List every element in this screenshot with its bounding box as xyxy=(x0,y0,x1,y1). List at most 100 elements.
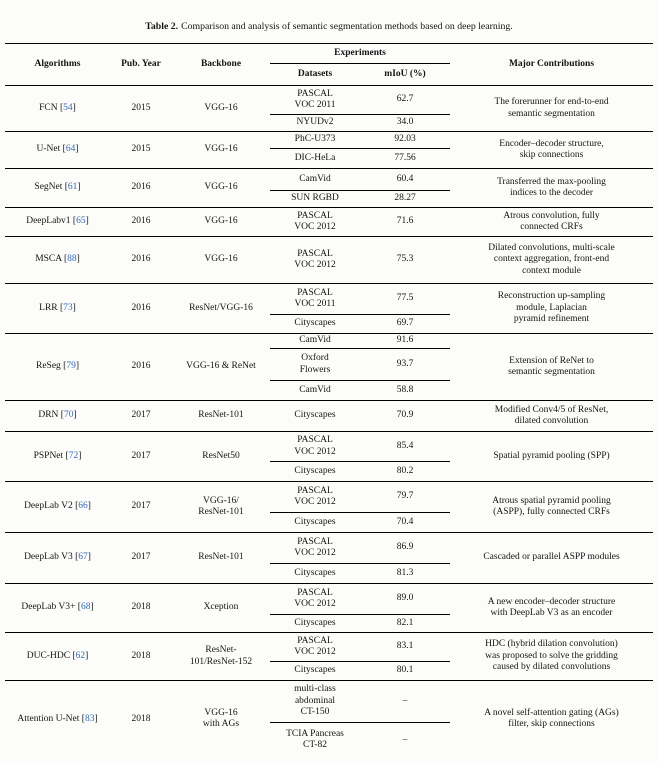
algorithm-name: DeepLab V2 xyxy=(24,501,73,512)
dataset-cell: CamVid xyxy=(270,380,360,401)
table-row: Cityscapes 82.1 xyxy=(5,614,653,633)
dataset-cell: Cityscapes xyxy=(270,314,360,334)
algorithm-cell: ReSeg [79] xyxy=(5,333,110,401)
backbone-cell: Xception xyxy=(172,583,270,633)
miou-cell: 34.0 xyxy=(360,114,450,132)
dataset-cell: Cityscapes xyxy=(270,512,360,533)
citation-ref[interactable]: 67 xyxy=(78,552,88,563)
pub-year-cell: 2016 xyxy=(110,236,172,284)
table-header: Algorithms Pub. Year Backbone Experiment… xyxy=(5,43,653,86)
contribution-cell: Spatial pyramid pooling (SPP) xyxy=(450,431,653,482)
algorithm-name: PSPNet xyxy=(33,450,64,461)
algorithm-name: DeepLab V3+ xyxy=(21,602,76,613)
miou-cell: 83.1 xyxy=(360,632,450,662)
algorithm-cell: SegNet [61] xyxy=(5,168,110,208)
col-header-algorithms: Algorithms xyxy=(5,43,110,86)
miou-cell: 75.3 xyxy=(360,236,450,284)
dataset-cell: multi-class abdominal CT-150 xyxy=(270,680,360,723)
table-row: DIC-HeLa 77.56 xyxy=(5,148,653,169)
algorithm-cell: MSCA [88] xyxy=(5,236,110,284)
miou-cell: 28.27 xyxy=(360,190,450,208)
dataset-cell: TCIA Pancreas CT-82 xyxy=(270,722,360,758)
table-row: DUC-HDC [62] 2018 ResNet- 101/ResNet-152 PA… xyxy=(5,632,653,681)
citation-ref[interactable]: 83 xyxy=(84,713,95,724)
pub-year-cell: 2017 xyxy=(110,481,172,533)
col-header-major-contributions: Major Contributions xyxy=(450,43,653,86)
dataset-cell: Cityscapes xyxy=(270,614,360,633)
backbone-cell: ResNet-101 xyxy=(172,532,270,584)
algorithm-name: LRR xyxy=(39,302,58,313)
table-row: DeepLab V2 [66] 2017 VGG-16/ ResNet-101 PAS… xyxy=(5,481,653,533)
table-row: DeepLab V3+ [68] 2018 Xception PASCAL VOC 2… xyxy=(5,583,653,633)
table-row: MSCA [88] 2016 VGG-16 PASCAL VOC 2012 75.3 Di… xyxy=(5,236,653,284)
miou-cell: 81.3 xyxy=(360,563,450,584)
contribution-cell: Extension of ReNet to semantic segmentat… xyxy=(450,333,653,401)
dataset-cell: Cityscapes xyxy=(270,563,360,584)
contribution-cell: A novel self-attention gating (AGs) filt… xyxy=(450,680,653,758)
miou-cell: 77.56 xyxy=(360,148,450,169)
algorithm-name: ReSeg xyxy=(35,361,61,372)
algorithm-name: U-Net xyxy=(36,144,61,155)
backbone-cell: ResNet-101 xyxy=(172,400,270,432)
pub-year-cell: 2016 xyxy=(110,168,172,208)
citation-ref[interactable]: 73 xyxy=(63,302,73,313)
miou-cell: 60.4 xyxy=(360,168,450,191)
contribution-cell: Dilated convolutions, multi-scale contex… xyxy=(450,236,653,284)
table-row: Cityscapes 80.2 xyxy=(5,461,653,482)
citation-ref[interactable]: 66 xyxy=(78,501,88,512)
dataset-cell: SUN RGBD xyxy=(270,190,360,208)
citation-ref[interactable]: 72 xyxy=(68,450,79,461)
contribution-cell: A new encoder–decoder structure with Dee… xyxy=(450,583,653,633)
citation-ref[interactable]: 65 xyxy=(76,216,86,227)
comparison-table: Algorithms Pub. Year Backbone Experiment… xyxy=(5,43,653,758)
citation-ref[interactable]: 54 xyxy=(63,102,73,113)
backbone-cell: VGG-16 with AGs xyxy=(172,680,270,758)
dataset-cell: PASCAL VOC 2012 xyxy=(270,632,360,662)
dataset-cell: PASCAL VOC 2012 xyxy=(270,532,360,564)
miou-cell: – xyxy=(360,722,450,758)
caption-label: Table 2. xyxy=(145,21,179,32)
contribution-cell: Atrous spatial pyramid pooling (ASPP), f… xyxy=(450,481,653,533)
algorithm-name: MSCA xyxy=(35,254,62,265)
citation-ref[interactable]: 70 xyxy=(63,410,74,421)
dataset-cell: PASCAL VOC 2012 xyxy=(270,481,360,513)
dataset-cell: PASCAL VOC 2012 xyxy=(270,583,360,615)
table-row: PSPNet [72] 2017 ResNet50 PASCAL VOC 2012 85… xyxy=(5,431,653,482)
miou-cell: 80.1 xyxy=(360,661,450,681)
pub-year-cell: 2016 xyxy=(110,283,172,334)
algorithm-name: DRN xyxy=(38,410,59,421)
miou-cell: – xyxy=(360,680,450,723)
algorithm-cell: DUC-HDC [62] xyxy=(5,632,110,681)
citation-ref[interactable]: 68 xyxy=(80,602,91,613)
dataset-cell: CamVid xyxy=(270,168,360,191)
citation-ref[interactable]: 62 xyxy=(75,650,86,661)
algorithm-cell: U-Net [64] xyxy=(5,131,110,169)
miou-cell: 93.7 xyxy=(360,348,450,381)
pub-year-cell: 2018 xyxy=(110,632,172,681)
dataset-cell: PASCAL VOC 2012 xyxy=(270,236,360,284)
col-header-pub-year: Pub. Year xyxy=(110,43,172,86)
table-row: ReSeg [79] 2016 VGG-16 & ReNet CamVid 91.6 Ex… xyxy=(5,333,653,401)
backbone-cell: VGG-16 xyxy=(172,236,270,284)
citation-ref[interactable]: 64 xyxy=(65,144,76,155)
miou-cell: 82.1 xyxy=(360,614,450,633)
pub-year-cell: 2017 xyxy=(110,400,172,432)
citation-ref[interactable]: 88 xyxy=(67,254,77,265)
pub-year-cell: 2015 xyxy=(110,85,172,132)
dataset-cell: PASCAL VOC 2012 xyxy=(270,207,360,237)
citation-ref[interactable]: 61 xyxy=(67,182,78,193)
backbone-cell: VGG-16 & ReNet xyxy=(172,333,270,401)
pub-year-cell: 2015 xyxy=(110,131,172,169)
contribution-cell: Encoder–decoder structure, skip connecti… xyxy=(450,131,653,169)
miou-cell: 69.7 xyxy=(360,314,450,334)
miou-cell: 91.6 xyxy=(360,333,450,349)
citation-ref[interactable]: 79 xyxy=(66,361,76,372)
miou-cell: 70.4 xyxy=(360,512,450,533)
algorithm-cell: DeepLab V3+ [68] xyxy=(5,583,110,633)
miou-cell: 77.5 xyxy=(360,283,450,315)
algorithm-cell: FCN [54] xyxy=(5,85,110,132)
backbone-cell: ResNet- 101/ResNet-152 xyxy=(172,632,270,681)
table-row: FCN [54] 2015 VGG-16 PASCAL VOC 2011 62.7 The… xyxy=(5,85,653,132)
table-row: LRR [73] 2016 ResNet/VGG-16 PASCAL VOC 2011… xyxy=(5,283,653,334)
backbone-cell: VGG-16 xyxy=(172,131,270,169)
